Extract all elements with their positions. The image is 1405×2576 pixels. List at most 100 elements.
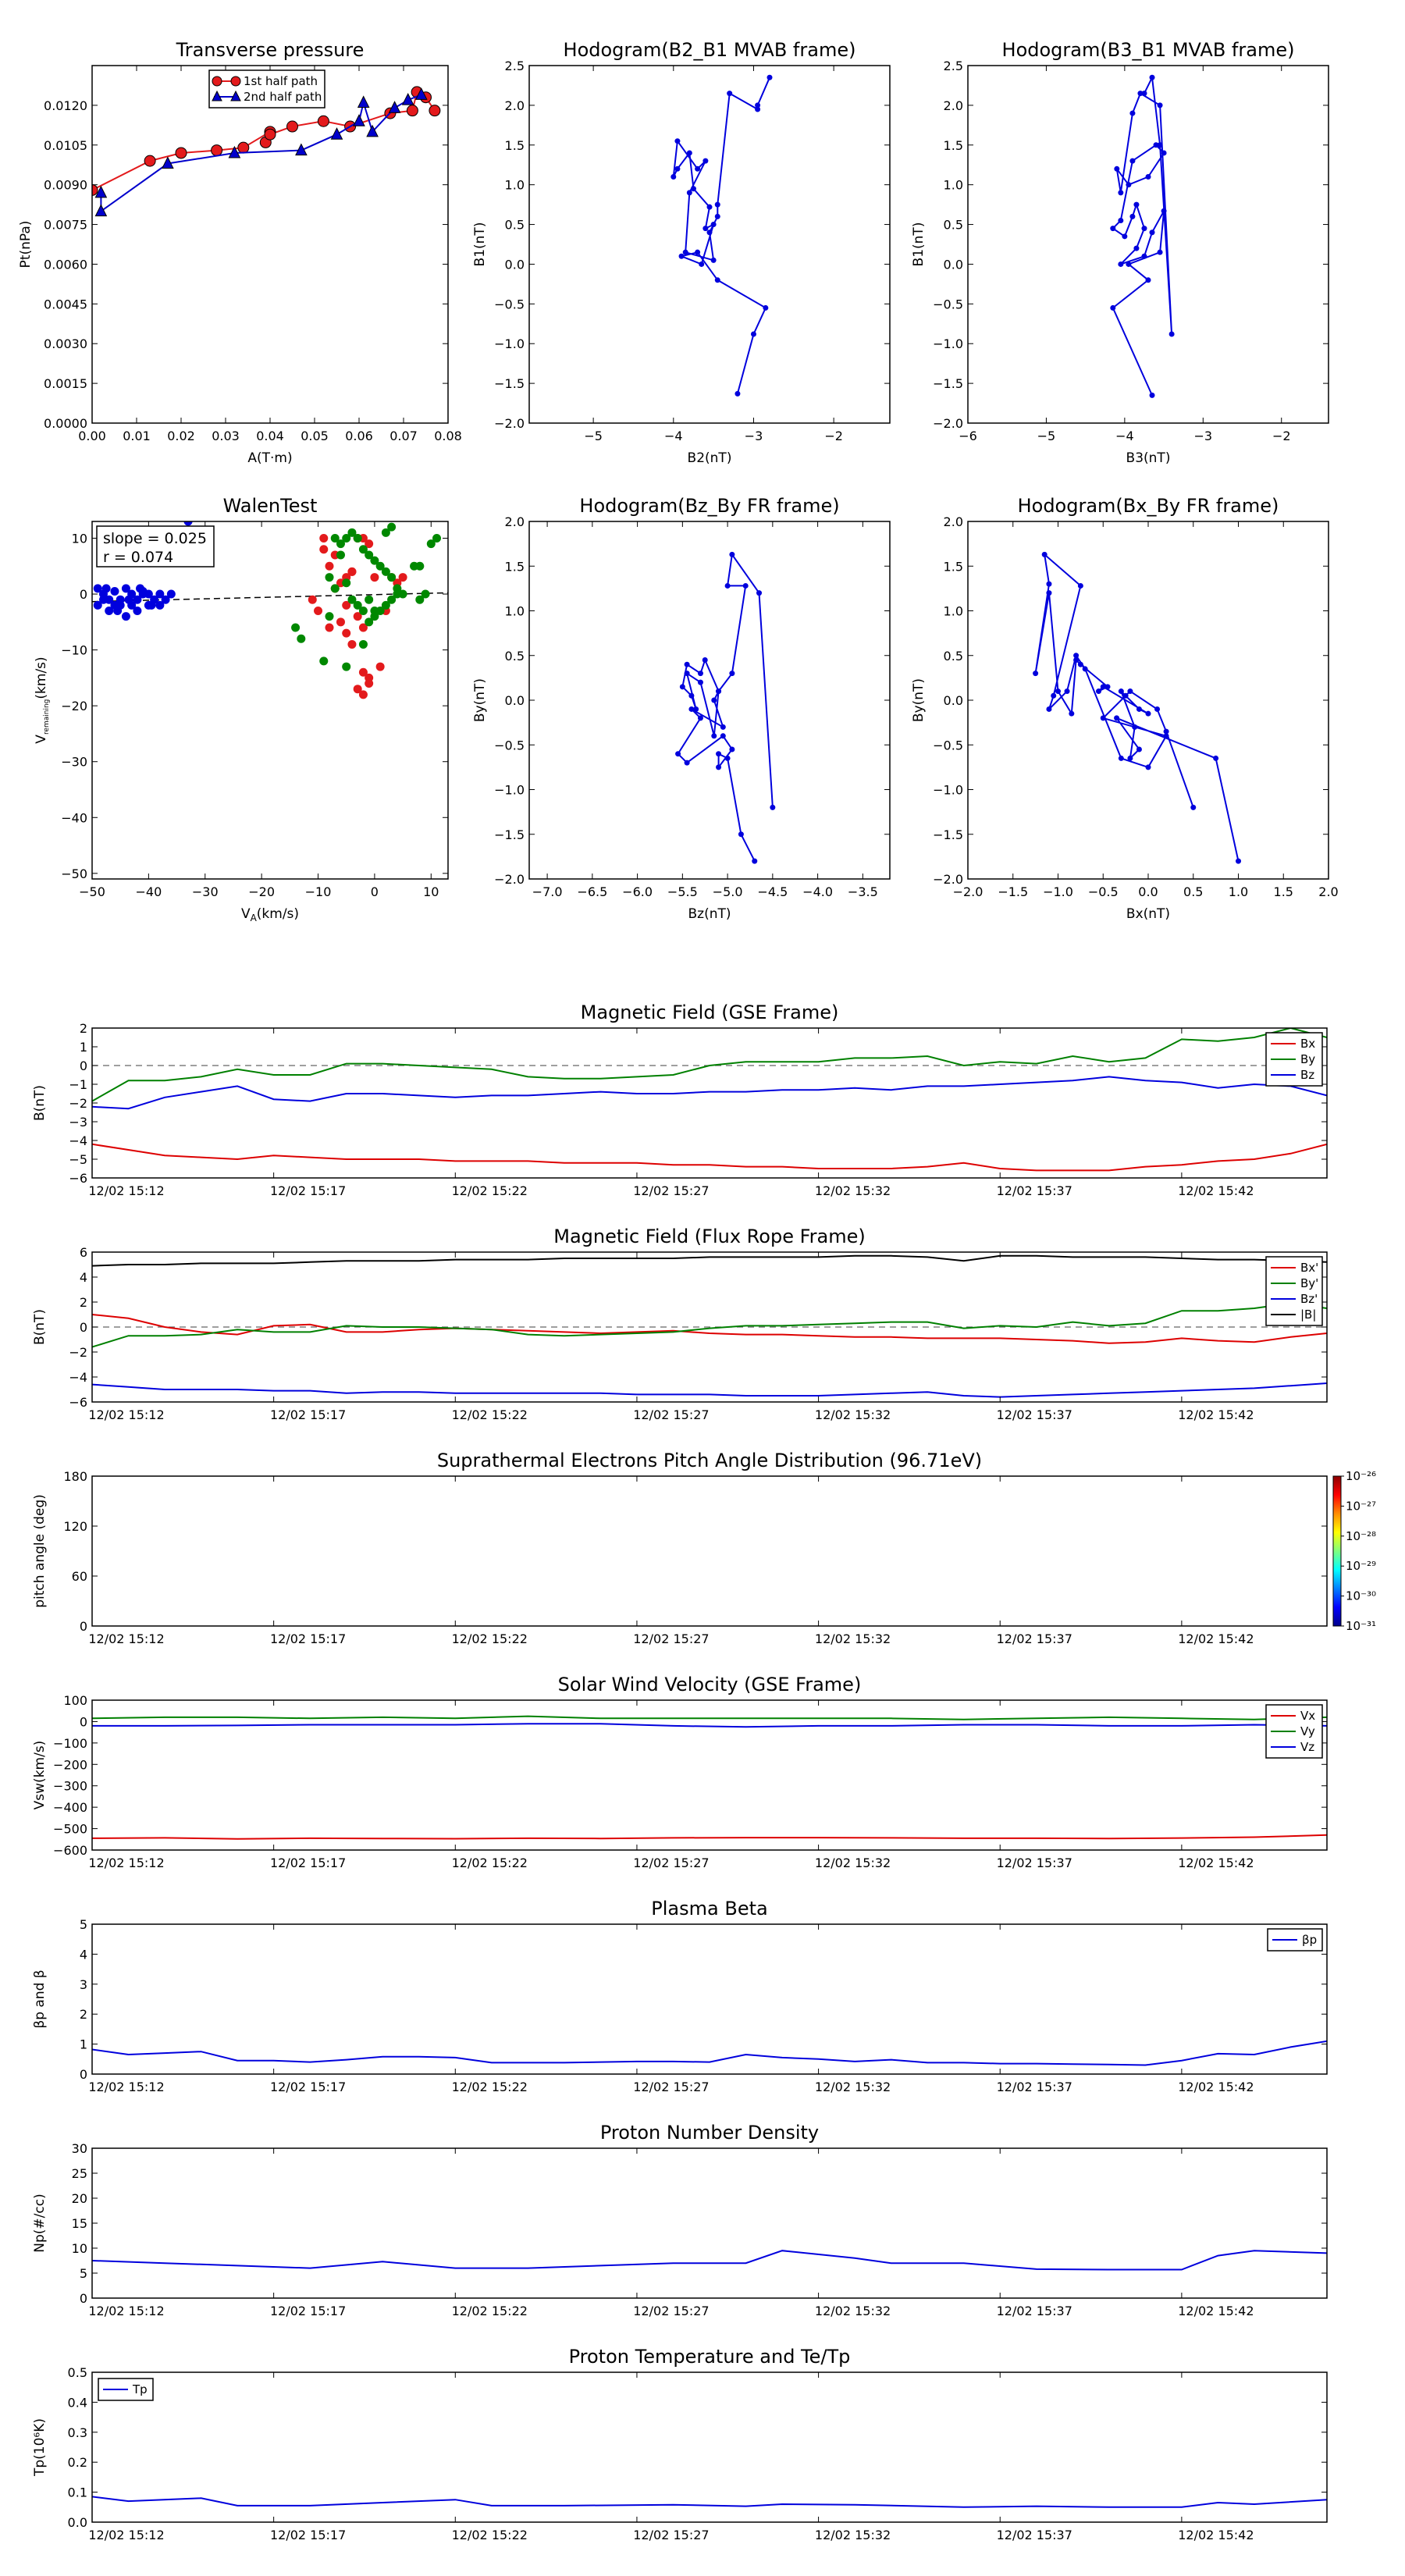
y-tick-label: 0.5 (68, 2365, 87, 2380)
x-tick-label: −1.0 (1043, 884, 1073, 899)
y-tick-label: 0.0 (68, 2515, 87, 2530)
x-axis-label: VA(km/s) (241, 906, 299, 923)
x-tick-label: 12/02 15:12 (88, 2528, 164, 2542)
y-tick-label: −0.5 (494, 738, 525, 753)
data-point (319, 545, 329, 554)
y-tick-label: 1 (80, 1040, 87, 1055)
data-point (133, 595, 142, 604)
y-tick-label: 1.0 (505, 178, 525, 193)
data-point (358, 607, 368, 615)
annotation-text: r = 0.074 (103, 549, 173, 566)
x-tick-label: −6.5 (577, 884, 607, 899)
data-point (387, 573, 397, 582)
data-point (714, 213, 720, 219)
data-point (1133, 201, 1140, 208)
data-point (714, 277, 720, 283)
data-point (763, 304, 769, 311)
data-point (162, 156, 174, 169)
x-tick-label: −6.0 (622, 884, 653, 899)
chart-title: Transverse pressure (176, 39, 365, 61)
data-point (375, 561, 385, 571)
data-point (1073, 656, 1080, 663)
y-tick-label: 0.5 (944, 649, 963, 664)
annotation-box (96, 525, 215, 568)
data-point (1104, 684, 1111, 690)
series-0 (675, 551, 776, 864)
data-point (1046, 706, 1052, 712)
data-point (353, 600, 362, 610)
data-point (1064, 688, 1070, 695)
series-0 (1033, 551, 1241, 864)
data-point (752, 858, 758, 864)
y-tick-label: 0.0 (505, 693, 525, 708)
x-tick-label: 12/02 15:42 (1178, 2080, 1254, 2094)
data-point (166, 589, 176, 599)
x-axis-label: B3(nT) (1126, 450, 1171, 466)
data-point (697, 671, 703, 677)
data-point (1055, 688, 1061, 695)
data-point (720, 724, 726, 730)
data-point (353, 114, 365, 126)
data-point (727, 91, 733, 97)
data-point (347, 528, 357, 537)
data-point (1136, 746, 1142, 753)
data-point (710, 222, 717, 228)
x-tick-label: 12/02 15:17 (270, 1856, 346, 1870)
x-tick-label: 0.04 (256, 429, 284, 443)
y-tick-label: −100 (53, 1736, 87, 1751)
plot-frame (967, 65, 1329, 424)
series-Bz (92, 1076, 1327, 1110)
data-point (770, 804, 776, 810)
legend-label: Vz (1300, 1740, 1314, 1754)
x-tick-label: 1.0 (1229, 884, 1248, 899)
series-line (677, 552, 774, 862)
data-point (1236, 858, 1241, 864)
data-point (1095, 688, 1101, 695)
x-tick-label: −10 (305, 884, 332, 899)
data-point (702, 226, 709, 232)
legend-label: Tp (132, 2382, 148, 2396)
x-tick-label: 12/02 15:27 (633, 1856, 709, 1870)
x-tick-label: 12/02 15:37 (997, 2304, 1072, 2318)
data-point (325, 623, 334, 632)
data-point (693, 706, 699, 712)
data-point (710, 257, 717, 263)
data-point (1046, 581, 1052, 587)
data-point (1137, 91, 1144, 97)
chart-tpp: Proton Temperature and Te/Tp 12/02 15:12 1… (32, 2346, 1328, 2542)
y-tick-label: −1.0 (933, 783, 963, 798)
data-point (370, 573, 379, 582)
data-point (144, 155, 156, 167)
data-point (330, 533, 340, 543)
y-tick-label: −6 (69, 1171, 87, 1186)
data-point (381, 567, 390, 576)
x-tick-label: 0.0 (1138, 884, 1158, 899)
y-tick-label: 120 (63, 1519, 87, 1534)
colorbar-label: 10⁻³⁰ (1346, 1589, 1376, 1603)
data-point (147, 600, 156, 610)
data-point (670, 173, 677, 180)
data-point (695, 249, 701, 255)
data-point (1163, 728, 1169, 735)
series-Vy (92, 1715, 1327, 1720)
y-tick-label: −0.5 (933, 738, 963, 753)
y-tick-label: −20 (61, 699, 87, 713)
plot-area (92, 1028, 1327, 1178)
data-point (1145, 173, 1151, 180)
data-point (1132, 724, 1138, 730)
data-point (716, 688, 722, 695)
plot-area (529, 66, 890, 423)
data-point (381, 528, 390, 537)
y-tick-label: −2 (69, 1096, 87, 1111)
series-βp (92, 2040, 1327, 2066)
legend-label: Bz' (1300, 1292, 1318, 1306)
legend-box (208, 69, 325, 109)
data-point (336, 617, 345, 627)
x-tick-label: −7.0 (532, 884, 563, 899)
series-line (92, 2496, 1327, 2508)
y-tick-label: 2 (80, 1295, 87, 1310)
x-tick-label: 12/02 15:22 (452, 1631, 528, 1646)
x-tick-label: −3.5 (848, 884, 878, 899)
data-point (1118, 755, 1124, 761)
series-line (92, 2040, 1327, 2066)
